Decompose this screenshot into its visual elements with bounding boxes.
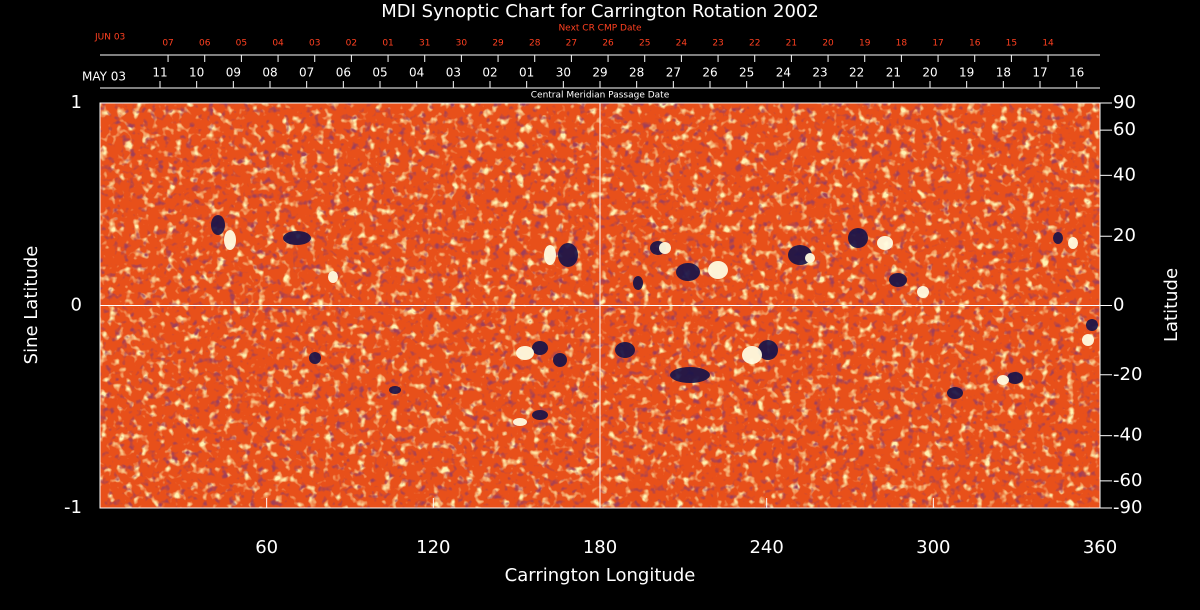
next-cmp-tick-label: 24 [676, 39, 688, 49]
y2-tick-label: -90 [1113, 497, 1142, 518]
next-cmp-tick-label: 19 [859, 39, 871, 49]
x-tick-label: 180 [583, 537, 617, 558]
y2-axis-label: Latitude [1161, 268, 1182, 342]
y2-tick-label: -20 [1113, 364, 1142, 385]
x-tick-label: 60 [255, 537, 278, 558]
cmp-tick-label: 29 [592, 66, 607, 80]
cmp-tick-label: 25 [739, 66, 754, 80]
cmp-tick-label: 21 [886, 66, 901, 80]
next-cmp-title: Next CR CMP Date [558, 24, 642, 34]
y2-tick-label: 20 [1113, 225, 1136, 246]
chart-title: MDI Synoptic Chart for Carrington Rotati… [381, 1, 819, 22]
next-cmp-tick-label: 04 [272, 39, 284, 49]
y-tick-label: -1 [64, 497, 82, 518]
cmp-tick-label: 10 [189, 66, 204, 80]
y-tick-label: 0 [71, 295, 82, 316]
cmp-tick-label: 06 [336, 66, 351, 80]
x-axis-label: Carrington Longitude [505, 565, 696, 586]
y2-tick-label: 40 [1113, 164, 1136, 185]
cmp-tick-label: 27 [666, 66, 681, 80]
cmp-tick-label: 24 [776, 66, 791, 80]
next-cmp-tick-label: 16 [969, 39, 981, 49]
cmp-tick-label: 26 [702, 66, 717, 80]
next-cmp-tick-label: 14 [1042, 39, 1054, 49]
next-cmp-tick-label: 22 [749, 39, 760, 49]
x-tick-label: 120 [416, 537, 450, 558]
cmp-tick-label: 09 [226, 66, 241, 80]
next-cmp-tick-label: 31 [419, 39, 430, 49]
next-cmp-tick-label: 05 [236, 39, 247, 49]
next-cmp-tick-label: 28 [529, 39, 541, 49]
cmp-tick-label: 20 [922, 66, 937, 80]
next-cmp-tick-label: 23 [712, 39, 723, 49]
x-tick-label: 360 [1083, 537, 1117, 558]
y-axis-label: Sine Latitude [21, 246, 42, 365]
cmp-tick-label: 03 [446, 66, 461, 80]
next-cmp-tick-label: 18 [896, 39, 908, 49]
y2-tick-label: 0 [1113, 295, 1124, 316]
cmp-title: Central Meridian Passage Date [531, 91, 670, 101]
cmp-tick-label: 04 [409, 66, 424, 80]
cmp-tick-label: 16 [1069, 66, 1084, 80]
next-cmp-tick-label: 21 [786, 39, 797, 49]
next-cmp-tick-label: 07 [162, 39, 173, 49]
cmp-tick-label: 01 [519, 66, 534, 80]
next-cmp-tick-label: 06 [199, 39, 211, 49]
next-cmp-tick-label: 26 [602, 39, 614, 49]
cmp-tick-label: 23 [812, 66, 827, 80]
cmp-tick-label: 08 [262, 66, 277, 80]
y2-tick-label: 60 [1113, 119, 1136, 140]
next-cmp-tick-label: 30 [456, 39, 468, 49]
cmp-tick-label: 30 [556, 66, 571, 80]
cmp-start-label: MAY 03 [82, 70, 126, 84]
y-tick-label: 1 [71, 92, 82, 113]
y2-tick-label: -40 [1113, 425, 1142, 446]
next-cmp-tick-label: 01 [382, 39, 393, 49]
cmp-tick-label: 18 [996, 66, 1011, 80]
next-cmp-tick-label: 25 [639, 39, 650, 49]
next-cmp-tick-label: 03 [309, 39, 320, 49]
next-cmp-tick-label: 27 [566, 39, 577, 49]
cmp-tick-label: 19 [959, 66, 974, 80]
cmp-tick-label: 05 [372, 66, 387, 80]
cmp-tick-label: 07 [299, 66, 314, 80]
next-cmp-tick-label: 02 [346, 39, 357, 49]
cmp-tick-label: 11 [152, 66, 167, 80]
next-cmp-tick-label: 17 [932, 39, 943, 49]
y2-tick-label: -60 [1113, 470, 1142, 491]
cmp-tick-label: 22 [849, 66, 864, 80]
y2-tick-label: 90 [1113, 92, 1136, 113]
next-cmp-tick-label: 20 [822, 39, 834, 49]
next-cmp-tick-label: 29 [492, 39, 504, 49]
next-cmp-start-label: JUN 03 [94, 33, 125, 43]
cmp-tick-label: 02 [482, 66, 497, 80]
cmp-tick-label: 28 [629, 66, 644, 80]
x-tick-label: 300 [916, 537, 950, 558]
next-cmp-tick-label: 15 [1006, 39, 1017, 49]
cmp-tick-label: 17 [1032, 66, 1047, 80]
x-tick-label: 240 [749, 537, 783, 558]
